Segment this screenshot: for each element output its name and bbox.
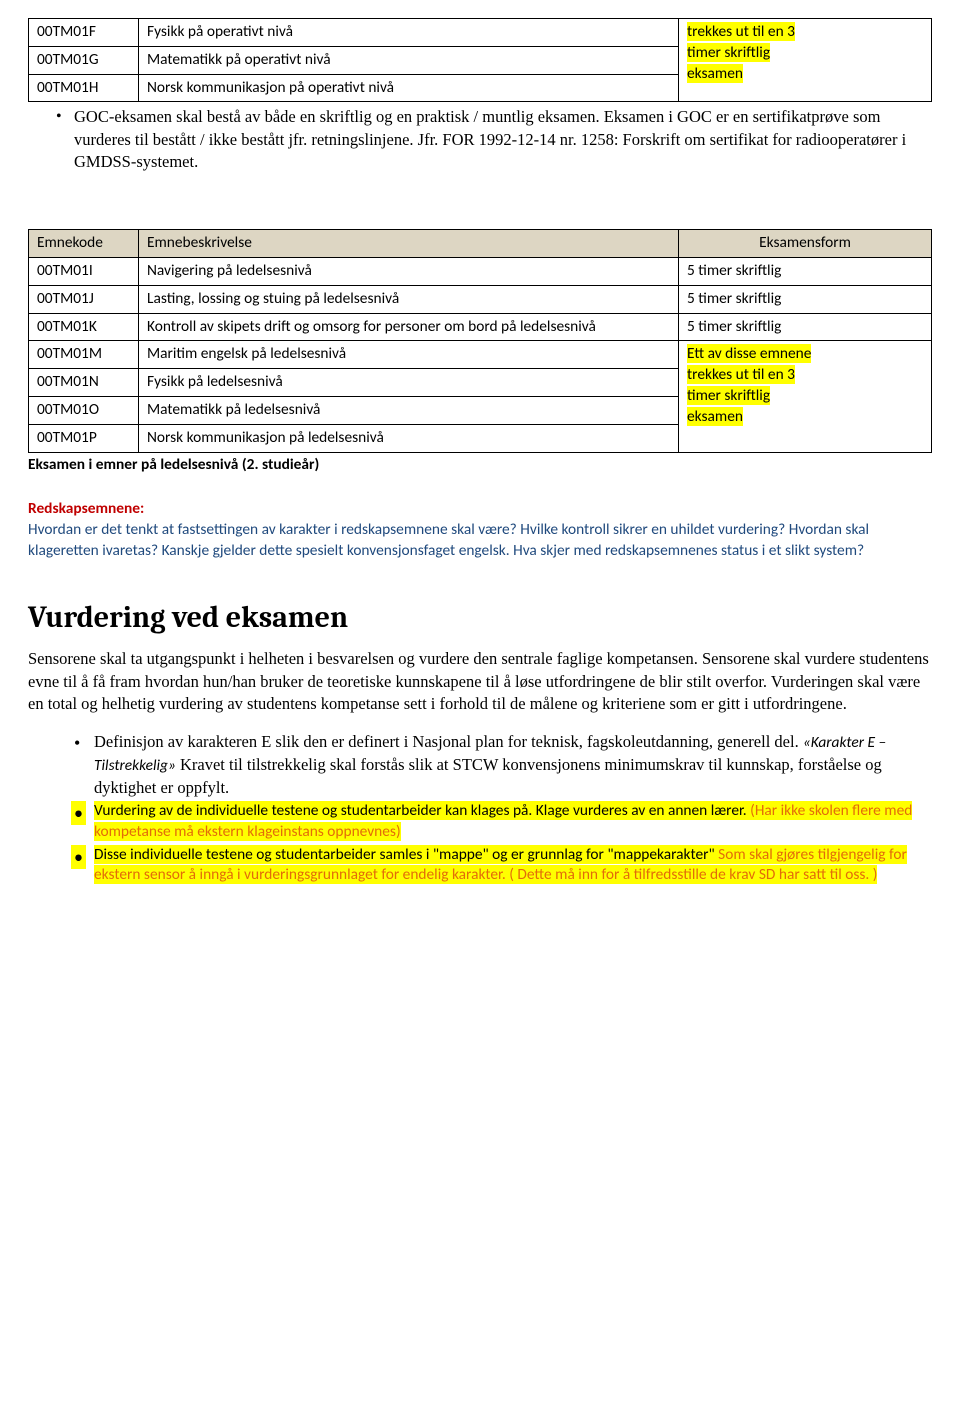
list-item-mappe: Disse individuelle testene og studentarb… xyxy=(74,845,932,887)
table-row: 00TM01F Fysikk på operativt nivå trekkes… xyxy=(29,19,932,47)
b1-pre: Definisjon av karakteren E slik den er d… xyxy=(94,732,803,751)
cell-desc: Matematikk på operativt nivå xyxy=(139,46,679,74)
cell-desc: Maritim engelsk på ledelsesnivå xyxy=(139,341,679,369)
cell-desc: Navigering på ledelsesnivå xyxy=(139,257,679,285)
b2-hl: Vurdering av de individuelle testene og … xyxy=(94,801,747,820)
cell-exam: 5 timer skriftlig xyxy=(679,285,932,313)
cell-exam: 5 timer skriftlig xyxy=(679,257,932,285)
list-item-definition: Definisjon av karakteren E slik den er d… xyxy=(74,731,932,799)
eksamen-subtitle: Eksamen i emner på ledelsesnivå (2. stud… xyxy=(28,455,932,476)
table-ledelses: Emnekode Emnebeskrivelse Eksamensform 00… xyxy=(28,229,932,452)
list-item-klage: Vurdering av de individuelle testene og … xyxy=(74,801,932,843)
table-row: 00TM01I Navigering på ledelsesnivå 5 tim… xyxy=(29,257,932,285)
cell-exam-merged: trekkes ut til en 3 timer skriftlig eksa… xyxy=(679,19,932,102)
exam-line: Ett av disse emnene xyxy=(687,344,811,363)
cell-desc: Matematikk på ledelsesnivå xyxy=(139,396,679,424)
table-operativt: 00TM01F Fysikk på operativt nivå trekkes… xyxy=(28,18,932,102)
cell-exam-merged: Ett av disse emnene trekkes ut til en 3 … xyxy=(679,341,932,452)
cell-code: 00TM01P xyxy=(29,424,139,452)
header-exam: Eksamensform xyxy=(679,230,932,258)
table-row: 00TM01K Kontroll av skipets drift og oms… xyxy=(29,313,932,341)
cell-code: 00TM01G xyxy=(29,46,139,74)
header-desc: Emnebeskrivelse xyxy=(139,230,679,258)
cell-code: 00TM01M xyxy=(29,341,139,369)
redskap-body: Hvordan er det tenkt at fastsettingen av… xyxy=(28,520,932,562)
cell-code: 00TM01F xyxy=(29,19,139,47)
header-code: Emnekode xyxy=(29,230,139,258)
cell-desc: Norsk kommunikasjon på ledelsesnivå xyxy=(139,424,679,452)
goc-paragraph: GOC-eksamen skal bestå av både en skrift… xyxy=(56,106,932,173)
exam-line: timer skriftlig xyxy=(687,43,770,62)
exam-line: eksamen xyxy=(687,64,743,83)
cell-code: 00TM01H xyxy=(29,74,139,102)
b3-hl: Disse individuelle testene og studentarb… xyxy=(94,845,715,864)
cell-desc: Fysikk på ledelsesnivå xyxy=(139,369,679,397)
cell-code: 00TM01O xyxy=(29,396,139,424)
vurdering-intro: Sensorene skal ta utgangspunkt i helhete… xyxy=(28,648,932,715)
cell-exam: 5 timer skriftlig xyxy=(679,313,932,341)
cell-code: 00TM01K xyxy=(29,313,139,341)
cell-code: 00TM01J xyxy=(29,285,139,313)
table-header: Emnekode Emnebeskrivelse Eksamensform xyxy=(29,230,932,258)
redskap-title: Redskapsemnene: xyxy=(28,499,932,520)
exam-line: timer skriftlig xyxy=(687,386,770,405)
table-row: 00TM01M Maritim engelsk på ledelsesnivå … xyxy=(29,341,932,369)
exam-line: eksamen xyxy=(687,407,743,426)
exam-line: trekkes ut til en 3 xyxy=(687,22,795,41)
exam-line: trekkes ut til en 3 xyxy=(687,365,795,384)
b1-post: Kravet til tilstrekkelig skal forstås sl… xyxy=(94,755,882,797)
vurdering-list: Definisjon av karakteren E slik den er d… xyxy=(74,731,932,886)
cell-desc: Norsk kommunikasjon på operativt nivå xyxy=(139,74,679,102)
cell-code: 00TM01N xyxy=(29,369,139,397)
table-row: 00TM01J Lasting, lossing og stuing på le… xyxy=(29,285,932,313)
cell-desc: Lasting, lossing og stuing på ledelsesni… xyxy=(139,285,679,313)
vurdering-heading: Vurdering ved eksamen xyxy=(28,598,932,639)
cell-desc: Kontroll av skipets drift og omsorg for … xyxy=(139,313,679,341)
cell-code: 00TM01I xyxy=(29,257,139,285)
cell-desc: Fysikk på operativt nivå xyxy=(139,19,679,47)
